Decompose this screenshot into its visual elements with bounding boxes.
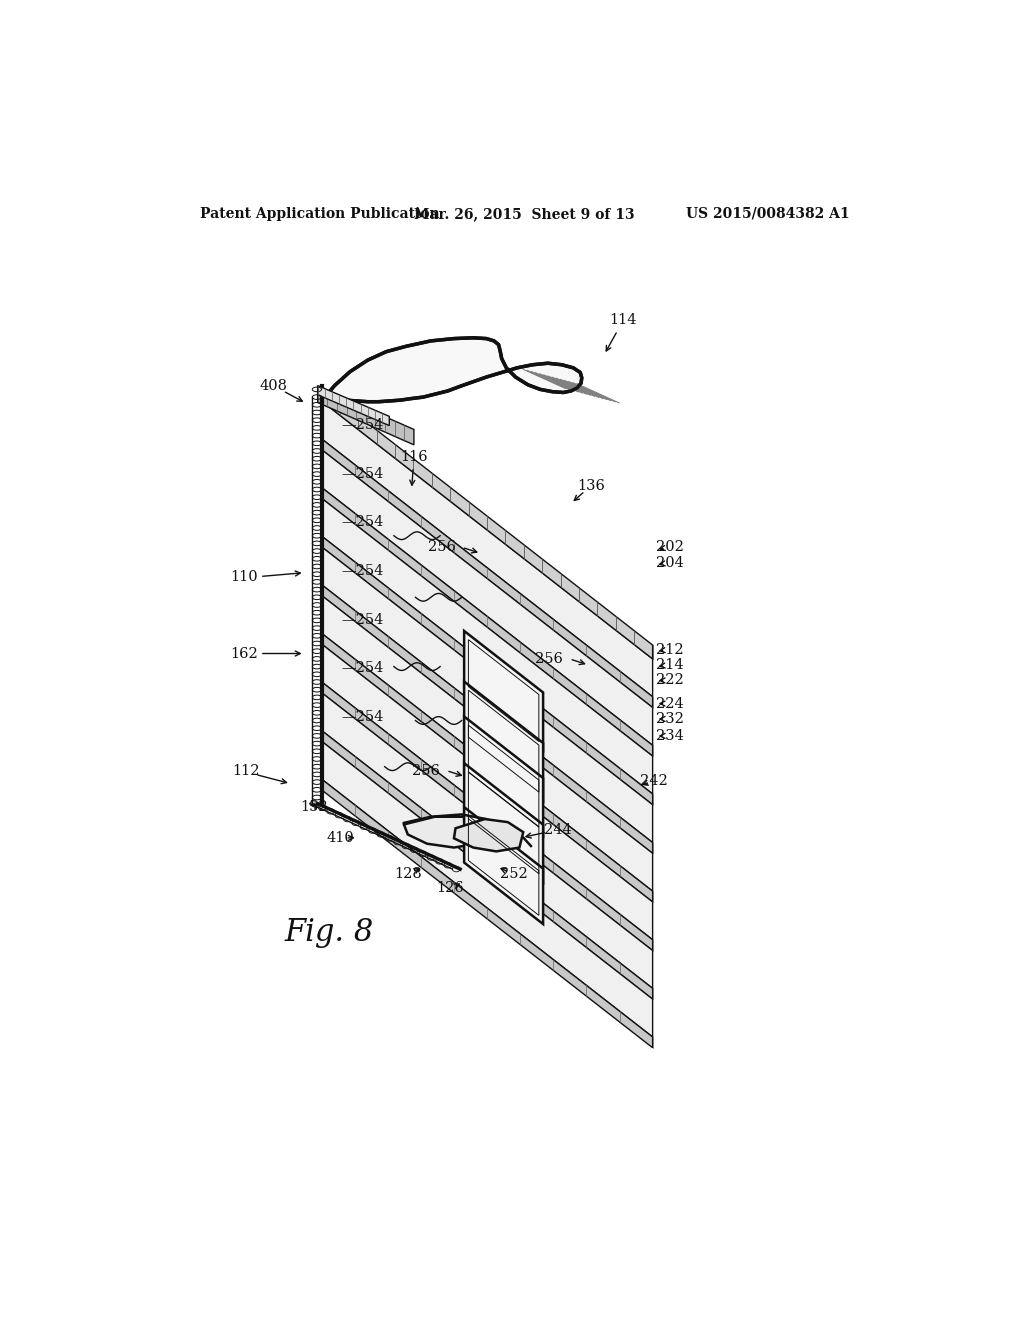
Text: 244: 244 (544, 822, 571, 837)
Text: 112: 112 (232, 763, 260, 777)
Polygon shape (322, 498, 652, 793)
Text: 222: 222 (655, 673, 683, 688)
Polygon shape (322, 438, 652, 708)
Polygon shape (322, 644, 652, 940)
Text: Fig. 8: Fig. 8 (285, 917, 374, 948)
Text: 410: 410 (326, 832, 354, 845)
Polygon shape (322, 536, 652, 805)
Polygon shape (322, 585, 652, 853)
Text: —254: —254 (342, 418, 384, 432)
Text: —254: —254 (342, 661, 384, 676)
Text: 232: 232 (655, 711, 683, 726)
Polygon shape (322, 730, 652, 999)
Polygon shape (322, 634, 652, 902)
Text: 110: 110 (230, 569, 258, 583)
Text: US 2015/0084382 A1: US 2015/0084382 A1 (686, 207, 850, 220)
Text: 128: 128 (394, 867, 422, 882)
Text: 224: 224 (655, 697, 683, 710)
Text: Patent Application Publication: Patent Application Publication (200, 207, 439, 220)
Text: 256: 256 (428, 540, 456, 554)
Text: 126: 126 (436, 882, 464, 895)
Text: —254: —254 (342, 516, 384, 529)
Text: —254: —254 (342, 564, 384, 578)
Text: 152: 152 (300, 800, 328, 813)
Text: —254: —254 (342, 710, 384, 723)
Text: 114: 114 (609, 313, 637, 327)
Text: 204: 204 (655, 556, 683, 570)
Text: 136: 136 (578, 479, 605, 492)
Polygon shape (464, 807, 543, 924)
Text: 162: 162 (230, 647, 258, 660)
Polygon shape (322, 693, 652, 989)
Text: 242: 242 (640, 774, 668, 788)
Polygon shape (322, 682, 652, 950)
Text: 256: 256 (536, 652, 563, 665)
Polygon shape (322, 338, 582, 401)
Polygon shape (464, 717, 543, 836)
Text: 234: 234 (655, 729, 683, 743)
Text: 202: 202 (655, 540, 683, 554)
Polygon shape (322, 401, 652, 697)
Text: —254: —254 (342, 612, 384, 627)
Polygon shape (322, 779, 652, 1048)
Polygon shape (322, 546, 652, 842)
Polygon shape (322, 487, 652, 756)
Polygon shape (322, 742, 652, 1038)
Text: 116: 116 (400, 450, 428, 465)
Polygon shape (322, 595, 652, 891)
Polygon shape (317, 385, 389, 425)
Text: 212: 212 (655, 643, 683, 656)
Polygon shape (464, 631, 543, 750)
Text: Mar. 26, 2015  Sheet 9 of 13: Mar. 26, 2015 Sheet 9 of 13 (415, 207, 635, 220)
Polygon shape (454, 818, 523, 851)
Text: 408: 408 (259, 379, 287, 392)
Polygon shape (464, 763, 543, 883)
Polygon shape (403, 817, 488, 847)
Text: 252: 252 (500, 867, 528, 882)
Polygon shape (322, 387, 652, 659)
Text: 214: 214 (655, 659, 683, 672)
Polygon shape (322, 450, 652, 746)
Polygon shape (317, 387, 414, 445)
Polygon shape (464, 681, 543, 801)
Text: —254: —254 (342, 467, 384, 480)
Text: 256: 256 (413, 763, 440, 777)
